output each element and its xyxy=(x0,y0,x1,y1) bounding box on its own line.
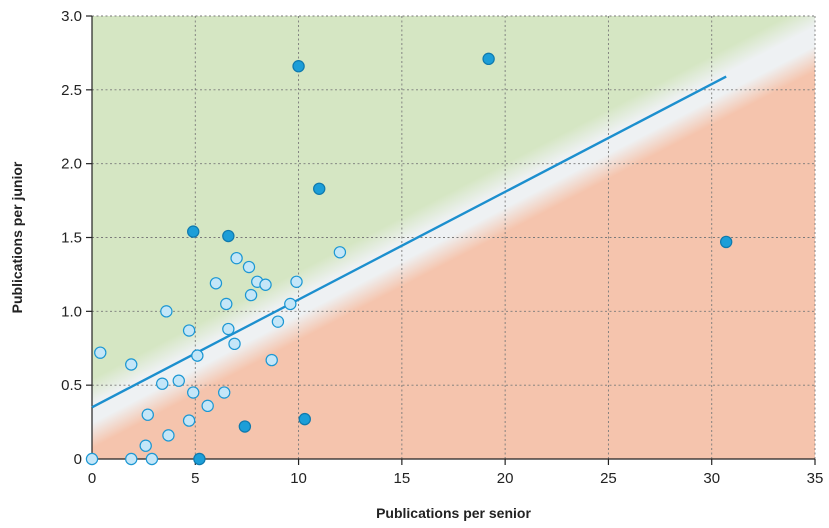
grid xyxy=(92,15,816,459)
y-tick-label: 2.0 xyxy=(61,156,82,173)
data-point-series-1 xyxy=(220,297,233,311)
data-point-series-1 xyxy=(125,358,138,371)
y-axis-title: Publications per junior xyxy=(9,161,25,313)
y-tick-label: 3.0 xyxy=(61,8,82,25)
tick-labels: 0 5 10 15 20 25 30 35 0 0.5 1.0 1.5 2.0 2.5 3.0 xyxy=(61,8,823,487)
data-point-series-2 xyxy=(238,420,252,433)
data-point-series-2 xyxy=(193,452,206,466)
x-tick-label: 15 xyxy=(394,470,411,487)
y-tick-label: 1.5 xyxy=(61,230,82,247)
data-point-series-1 xyxy=(228,337,241,351)
x-tick-label: 20 xyxy=(497,470,514,487)
data-point-series-1 xyxy=(230,251,243,265)
data-point-series-1 xyxy=(244,288,258,302)
data-point-series-1 xyxy=(156,377,169,390)
data-point-series-1 xyxy=(145,452,159,466)
data-point-series-1 xyxy=(172,374,185,387)
data-point-series-2 xyxy=(298,412,311,426)
y-tick-label: 0.5 xyxy=(61,377,82,394)
data-point-series-1 xyxy=(162,429,175,442)
data-point-series-1 xyxy=(242,260,256,274)
data-point-series-2 xyxy=(719,235,733,249)
data-point-series-1 xyxy=(218,386,231,399)
y-tick-label: 0 xyxy=(74,451,82,468)
data-point-series-2 xyxy=(292,60,305,73)
data-point-series-2 xyxy=(313,182,326,195)
x-axis-title: Publications per senior xyxy=(376,505,531,521)
y-tick-label: 2.5 xyxy=(61,82,82,99)
data-point-series-1 xyxy=(85,452,99,466)
x-tick-label: 25 xyxy=(600,470,617,487)
data-point-series-1 xyxy=(284,297,297,311)
x-tick-label: 10 xyxy=(290,470,307,487)
data-point-series-1 xyxy=(271,315,285,328)
data-point-series-1 xyxy=(209,277,223,290)
data-point-series-1 xyxy=(94,346,107,359)
x-tick-label: 35 xyxy=(807,470,824,487)
data-point-series-1 xyxy=(259,278,272,291)
x-tick-label: 30 xyxy=(703,470,720,487)
data-point-series-1 xyxy=(125,452,138,466)
x-tick-label: 0 xyxy=(88,470,96,487)
data-point-series-1 xyxy=(222,322,235,336)
data-point-series-1 xyxy=(265,353,278,367)
data-point-series-1 xyxy=(187,386,200,399)
data-points xyxy=(85,52,733,466)
data-point-series-1 xyxy=(182,324,196,337)
data-point-series-1 xyxy=(290,275,303,288)
data-point-series-1 xyxy=(201,399,214,413)
data-point-series-2 xyxy=(187,225,200,238)
y-tick-label: 1.0 xyxy=(61,303,82,320)
data-point-series-1 xyxy=(333,246,347,259)
data-point-series-2 xyxy=(222,229,235,243)
data-point-series-1 xyxy=(139,439,152,452)
data-point-series-1 xyxy=(182,414,196,427)
x-tick-label: 5 xyxy=(191,470,199,487)
data-point-series-2 xyxy=(482,52,495,66)
data-point-series-1 xyxy=(191,349,204,362)
data-point-series-1 xyxy=(141,408,154,421)
data-point-series-1 xyxy=(160,305,173,318)
